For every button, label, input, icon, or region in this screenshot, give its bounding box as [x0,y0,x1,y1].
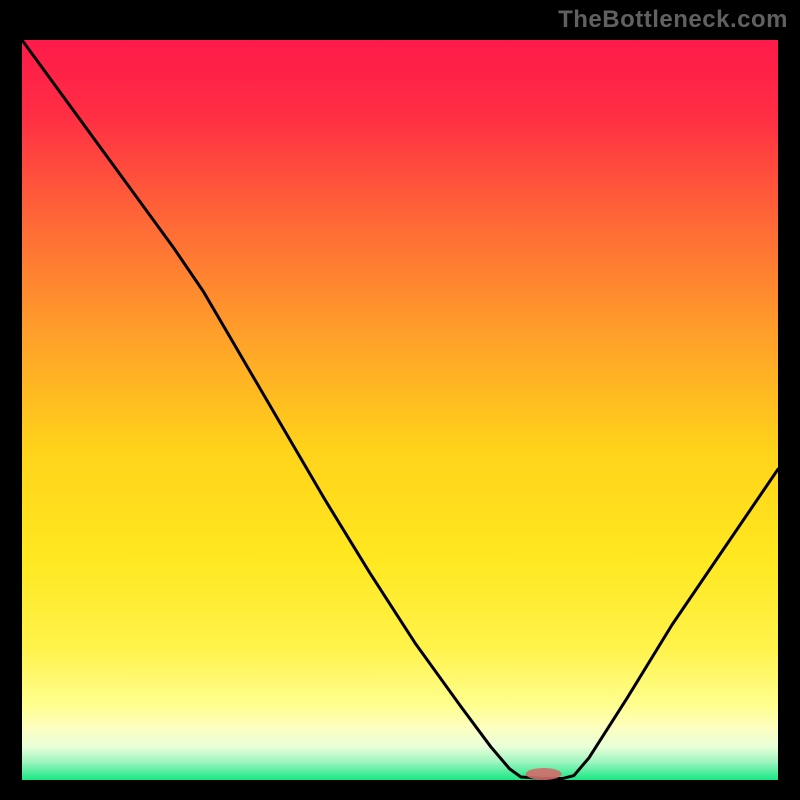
optimal-marker [526,768,562,780]
gradient-background [22,40,778,780]
gradient-chart [22,40,778,780]
watermark-text: TheBottleneck.com [558,6,788,34]
plot-area [22,40,778,780]
chart-container: TheBottleneck.com [0,0,800,800]
